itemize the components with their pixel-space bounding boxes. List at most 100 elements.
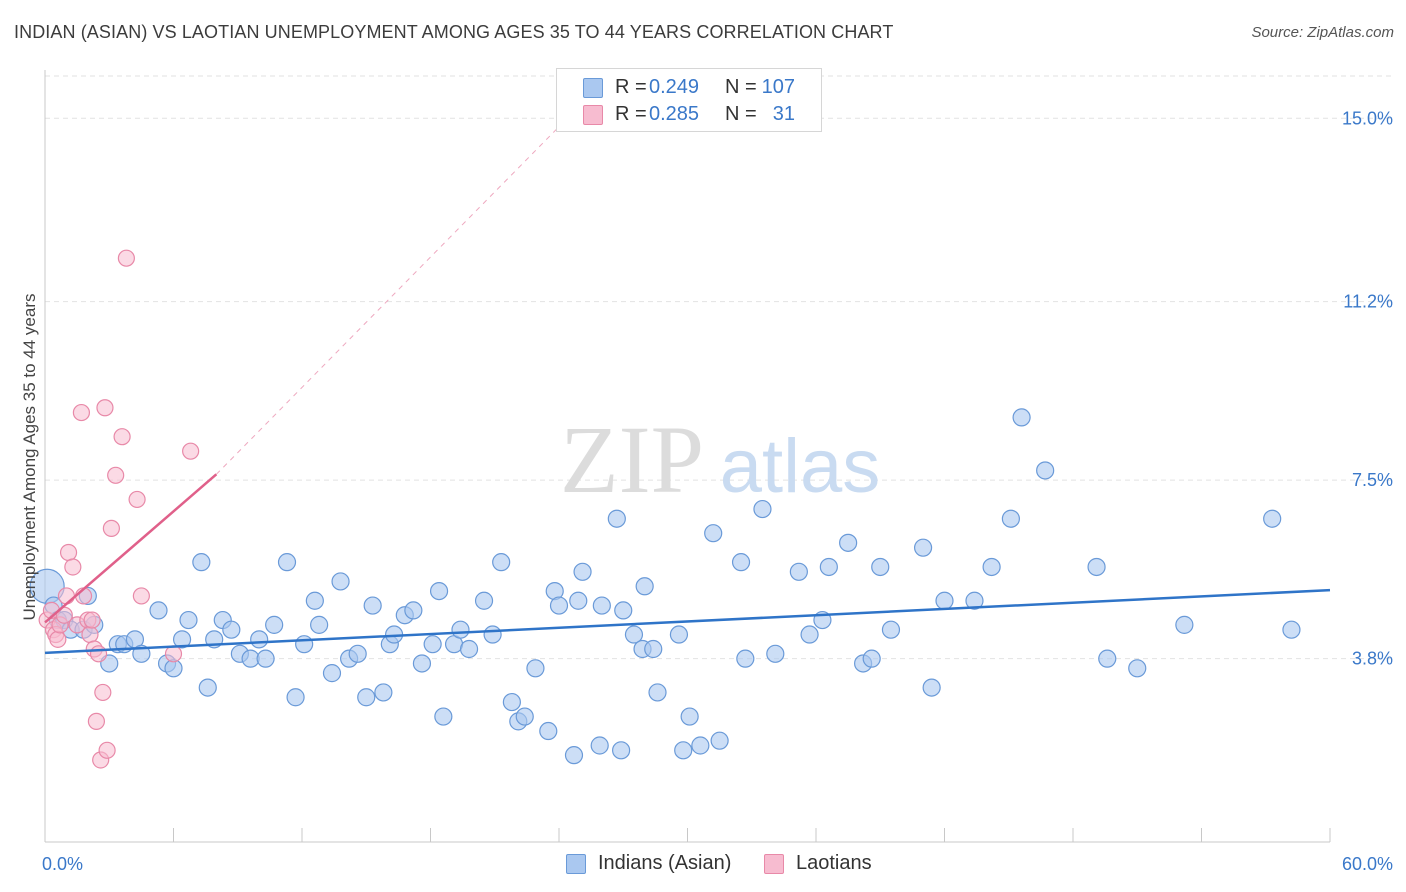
chart-title: INDIAN (ASIAN) VS LAOTIAN UNEMPLOYMENT A… [14,22,894,42]
indians-point [322,664,342,683]
indians-point [179,610,198,630]
indians-point [305,591,324,610]
laotians-point [182,442,200,460]
tick-labels: 3.8% 7.5% 11.2% 15.0% 0.0% 60.0% [42,108,1393,874]
laotians-point [96,399,114,417]
indians-point [404,601,423,620]
indians-point [871,557,890,577]
indians-point [412,654,432,673]
indians-point [1128,659,1147,678]
indians-point [789,562,808,581]
laotians-point [49,630,67,648]
indians-point [691,736,710,755]
indians-point [913,538,933,557]
indians-point [222,620,241,639]
indians-point [265,615,284,634]
indians-point [1036,461,1055,480]
indians-point [295,635,314,654]
legend-n-value: 31 [772,103,795,125]
laotians-point [107,466,125,484]
indians-point [331,572,350,591]
indians-point [1001,509,1020,528]
indians-point [483,625,502,644]
indians-point [800,625,819,644]
indians-point [612,741,631,760]
indians-point [423,635,442,654]
bottom-legend-swatch-blue [566,854,586,874]
indians-point [766,644,785,663]
watermark-atlas: atlas [720,424,881,509]
legend-r-label: R = [615,76,647,98]
indians-point [526,659,545,678]
indians-point [614,601,633,620]
indians-point [753,499,772,519]
indians-point [492,553,511,572]
indians-point [680,707,699,726]
laotians-point [117,249,135,267]
laotians-point [102,519,120,537]
indians-trend-line [44,588,1331,655]
laotians-point [128,490,146,509]
y-tick-label: 11.2% [1343,292,1393,312]
indians-point [564,746,584,765]
legend-r-value: 0.249 [649,76,700,98]
indians-point [357,688,376,707]
indians-point [374,683,393,702]
indians-point [502,692,521,712]
y-tick-label: 3.8% [1352,649,1393,669]
indians-point [965,591,984,610]
indians-point [1282,620,1301,639]
indians-point [539,721,558,741]
indians-point [1175,615,1194,634]
laotians-point [64,558,82,576]
indians-point [674,741,693,760]
indians-point [198,678,217,697]
indians-point [569,591,588,610]
indians-point [515,707,534,726]
indians-point [256,649,275,668]
source-label: Source: ZipAtlas.com [1251,24,1394,41]
laotians-point [98,741,116,759]
trend-lines [44,93,1331,655]
x-tick-label: 60.0% [1342,854,1393,874]
indians-point [363,596,382,615]
indians-point [474,591,494,610]
indians-point [731,553,751,572]
indians-point [592,596,611,615]
legend-n-value: 107 [761,76,795,98]
laotians-point [72,403,91,422]
indians-point [277,553,297,572]
indians-point [310,615,329,634]
indians-point [172,630,192,649]
indians-point [624,625,644,644]
indians-point [644,639,663,659]
legend-r-value: 0.285 [649,103,700,125]
laotians-point [164,645,183,663]
indians-point [192,553,211,572]
indians-point [881,620,901,639]
laotians-point [87,712,106,730]
legend-r-label: R = [615,103,647,125]
indians-point [736,649,755,668]
gridlines [45,75,1392,660]
indians-point [459,639,479,659]
indians-point [607,509,626,528]
watermark-zip: ZIP [560,406,704,513]
indians-point [839,533,858,552]
indians-point [704,524,723,543]
y-axis-label: Unemployment Among Ages 35 to 44 years [20,294,39,621]
indians-point [710,731,729,750]
laotians-point [83,611,101,629]
laotians-point [57,587,76,605]
laotians-point [59,543,78,562]
legend-n-label: N = [725,103,757,125]
indians-point [1012,408,1031,427]
indians-point [348,644,367,663]
laotians-point [132,587,150,605]
laotians-trend-extension [215,93,592,475]
indians-point [549,596,569,615]
indians-point [590,736,609,755]
laotians-point [113,428,131,446]
y-tick-label: 7.5% [1352,470,1393,490]
